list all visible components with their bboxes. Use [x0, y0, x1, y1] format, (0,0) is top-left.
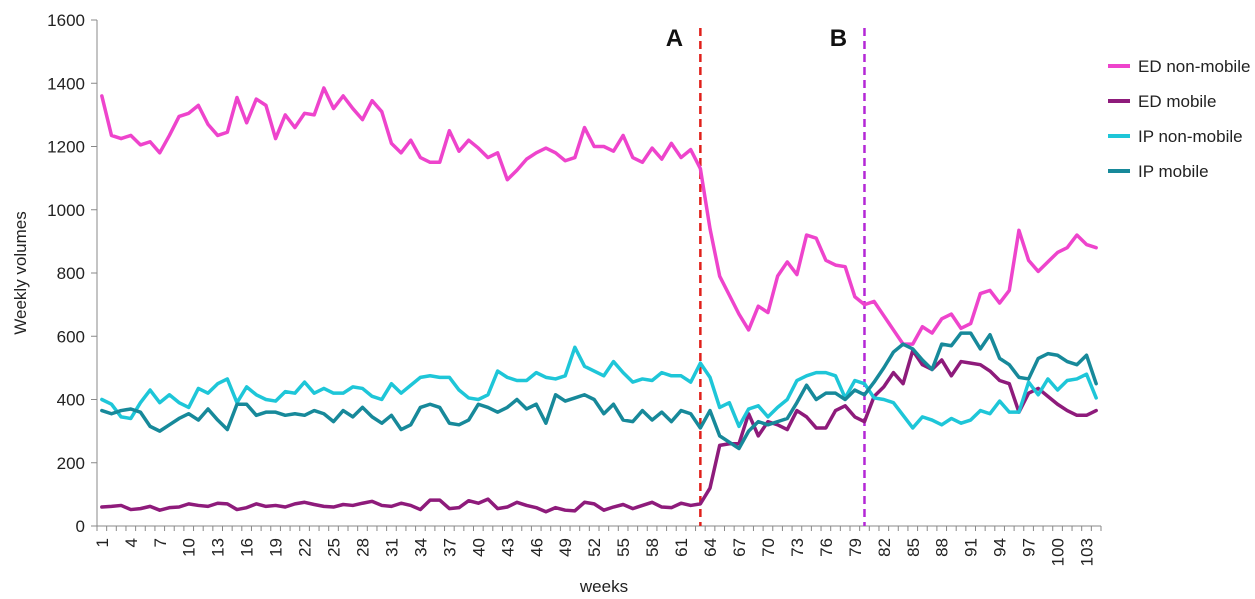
x-tick-label: 52	[585, 538, 604, 557]
x-tick-label: 40	[469, 538, 488, 557]
x-axis-ticks: 1 4 7 10 13 16 19 22 25 28 31 34 37 40 43 46 49 52 55 58 61 6…	[93, 526, 1102, 566]
series-line-ip-mobile	[100, 331, 1098, 451]
y-axis-ticks: 0 200 400 600 800 1000 1200 1400 1600	[47, 11, 97, 536]
x-tick-label: 82	[875, 538, 894, 557]
x-tick-label: 1	[93, 538, 112, 547]
x-tick-label: 13	[209, 538, 228, 557]
legend-label-ip-non-mobile: IP non-mobile	[1138, 127, 1243, 146]
y-tick-label: 200	[57, 454, 85, 473]
x-tick-label: 19	[267, 538, 286, 557]
x-tick-label: 4	[122, 538, 141, 547]
x-tick-label: 37	[440, 538, 459, 557]
x-tick-label: 7	[151, 538, 170, 547]
y-tick-label: 1600	[47, 11, 85, 30]
legend-label-ip-mobile: IP mobile	[1138, 162, 1209, 181]
x-tick-label: 34	[411, 538, 430, 557]
x-tick-label: 100	[1049, 538, 1068, 566]
x-tick-label: 10	[180, 538, 199, 557]
x-tick-label: 58	[643, 538, 662, 557]
x-tick-label: 97	[1020, 538, 1039, 557]
x-tick-label: 28	[353, 538, 372, 557]
x-tick-label: 43	[498, 538, 517, 557]
legend: ED non-mobile ED mobile IP non-mobile IP mo…	[1108, 57, 1250, 181]
x-tick-label: 88	[933, 538, 952, 557]
x-tick-label: 70	[759, 538, 778, 557]
y-tick-label: 600	[57, 327, 85, 346]
x-tick-label: 64	[701, 538, 720, 557]
event-label-a: A	[666, 25, 683, 52]
series-lines	[100, 86, 1098, 514]
y-tick-label: 1000	[47, 201, 85, 220]
x-tick-label: 55	[614, 538, 633, 557]
x-tick-label: 31	[382, 538, 401, 557]
y-tick-label: 1200	[47, 138, 85, 157]
y-tick-label: 1400	[47, 74, 85, 93]
x-tick-label: 85	[904, 538, 923, 557]
x-tick-label: 67	[730, 538, 749, 557]
y-tick-label: 0	[76, 517, 85, 536]
x-tick-label: 76	[817, 538, 836, 557]
x-tick-label: 49	[556, 538, 575, 557]
x-tick-label: 94	[991, 538, 1010, 557]
x-tick-label: 16	[238, 538, 257, 557]
x-tick-label: 46	[527, 538, 546, 557]
series-line-ip-non-mobile	[100, 345, 1098, 430]
x-tick-label: 79	[846, 538, 865, 557]
x-axis-title: weeks	[579, 577, 628, 596]
x-tick-label: 103	[1078, 538, 1097, 566]
legend-label-ed-non-mobile: ED non-mobile	[1138, 57, 1250, 76]
x-tick-label: 25	[325, 538, 344, 557]
y-tick-label: 400	[57, 391, 85, 410]
x-tick-label: 73	[788, 538, 807, 557]
y-tick-label: 800	[57, 264, 85, 283]
x-tick-label: 22	[296, 538, 315, 557]
series-line-ed-non-mobile	[100, 86, 1098, 346]
event-label-b: B	[830, 25, 847, 52]
y-axis-title: Weekly volumes	[11, 211, 30, 334]
axes	[96, 20, 1101, 527]
x-tick-label: 91	[962, 538, 981, 557]
legend-label-ed-mobile: ED mobile	[1138, 92, 1216, 111]
x-tick-label: 61	[672, 538, 691, 557]
